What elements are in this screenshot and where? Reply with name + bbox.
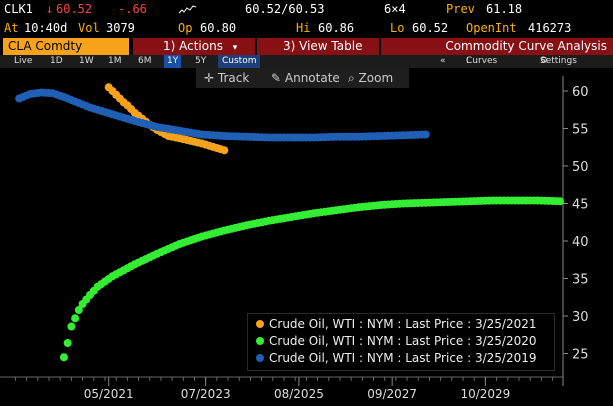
- bid-ask: 60.52/60.53: [245, 2, 325, 16]
- security-label: CLA Comdty: [8, 39, 83, 53]
- chart-legend: Crude Oil, WTI : NYM : Last Price : 3/25…: [247, 313, 555, 371]
- vol-value: 3079: [106, 21, 135, 35]
- x-tick-label: 09/2027: [367, 387, 417, 401]
- ticker: CLK1: [4, 2, 33, 16]
- chart-tools: ✛ Track ✎ Annotate ⌕ Zoom: [196, 68, 409, 88]
- period-6m[interactable]: 6M: [138, 56, 152, 66]
- legend-item: Crude Oil, WTI : NYM : Last Price : 3/25…: [256, 333, 537, 350]
- actions-menu[interactable]: 1) Actions ▾: [133, 38, 255, 55]
- quote-time: 10:40d: [24, 21, 68, 35]
- security-field[interactable]: CLA Comdty: [3, 38, 129, 55]
- zoom-button[interactable]: ⌕ Zoom: [348, 68, 393, 88]
- period-custom[interactable]: Custom: [218, 55, 261, 68]
- y-tick-label: 40: [572, 235, 589, 250]
- zoom-label: Zoom: [358, 71, 394, 85]
- menu-bar: CLA Comdty 1) Actions ▾ 3) View Table Co…: [0, 38, 613, 55]
- x-tick-label: 07/2023: [181, 387, 231, 401]
- high-label: Hi: [296, 21, 311, 35]
- view-table-label: 3) View Table: [283, 39, 363, 53]
- annotate-label: Annotate: [284, 71, 340, 85]
- y-tick-label: 35: [572, 273, 589, 288]
- actions-label: 1) Actions: [163, 39, 223, 53]
- last-price: 60.52: [56, 2, 93, 16]
- down-tick-icon: ↓: [46, 2, 54, 16]
- settings-label: Settings: [540, 56, 577, 66]
- x-tick-label: 05/2021: [84, 387, 134, 401]
- function-title-label: Commodity Curve Analysis: [445, 39, 607, 53]
- y-tick-label: 30: [572, 310, 589, 325]
- curves-label: Curves: [466, 56, 498, 66]
- legend-label: Crude Oil, WTI : NYM : Last Price : 3/25…: [269, 334, 537, 348]
- quote-line-2: At 10:40d Vol 3079 Op 60.80 Hi 60.86 Lo …: [0, 19, 613, 38]
- crosshair-icon: ✛: [204, 71, 218, 85]
- magnifier-icon: ⌕: [348, 71, 359, 85]
- data-point: [74, 306, 83, 314]
- low-label: Lo: [390, 21, 405, 35]
- period-toolbar: Live 1D 1W 1M 6M 1Y 5Y Custom « ⁞ Curves…: [0, 55, 613, 68]
- data-point: [220, 146, 229, 155]
- data-point: [556, 197, 564, 206]
- period-1y[interactable]: 1Y: [164, 55, 182, 68]
- vol-label: Vol: [78, 21, 100, 35]
- data-point: [71, 314, 80, 323]
- track-label: Track: [217, 71, 250, 85]
- view-table-button[interactable]: 3) View Table: [257, 38, 379, 55]
- low-value: 60.52: [412, 21, 449, 35]
- period-1w[interactable]: 1W: [79, 56, 94, 66]
- y-tick-label: 25: [572, 348, 589, 363]
- net-change: -.66: [118, 2, 147, 16]
- y-tick-label: 50: [572, 160, 589, 175]
- actions-dropdown-icon: ▾: [232, 43, 238, 53]
- open-label: Op: [178, 21, 193, 35]
- legend-item: Crude Oil, WTI : NYM : Last Price : 3/25…: [256, 316, 537, 333]
- curve-chart[interactable]: 25 30 35 40 45 50 55 60 05/2021 07/2023 08/2025 09/…: [0, 68, 613, 406]
- gear-icon: ⚙: [540, 56, 549, 66]
- x-tick-label: 08/2025: [274, 387, 324, 401]
- sparkline-icon: [178, 5, 197, 14]
- track-button[interactable]: ✛ Track: [204, 68, 249, 88]
- bid-ask-size: 6×4: [384, 2, 406, 16]
- prev-label: Prev: [446, 2, 475, 16]
- y-tick-label: 60: [572, 85, 589, 100]
- data-point: [63, 339, 72, 347]
- legend-swatch-icon: [256, 319, 264, 328]
- data-point: [59, 353, 68, 362]
- data-point: [421, 130, 430, 139]
- legend-label: Crude Oil, WTI : NYM : Last Price : 3/25…: [269, 317, 537, 331]
- curves-icon: ⁞: [466, 56, 469, 66]
- pencil-icon: ✎: [271, 71, 285, 85]
- x-tick-label: 10/2029: [460, 387, 510, 401]
- period-5y[interactable]: 5Y: [195, 56, 207, 66]
- collapse-icon[interactable]: «: [440, 56, 446, 66]
- prev-value: 61.18: [486, 2, 523, 16]
- y-tick-label: 45: [572, 198, 589, 213]
- legend-item: Crude Oil, WTI : NYM : Last Price : 3/25…: [256, 350, 537, 367]
- annotate-button[interactable]: ✎ Annotate: [271, 68, 340, 88]
- open-interest-label: OpenInt: [466, 21, 517, 35]
- period-1d[interactable]: 1D: [50, 56, 63, 66]
- chart-area[interactable]: 25 30 35 40 45 50 55 60 05/2021 07/2023 08/2025 09/…: [0, 68, 613, 406]
- legend-label: Crude Oil, WTI : NYM : Last Price : 3/25…: [269, 351, 537, 365]
- high-value: 60.86: [318, 21, 355, 35]
- legend-swatch-icon: [256, 353, 264, 362]
- data-point: [67, 322, 76, 331]
- period-1m[interactable]: 1M: [108, 56, 122, 66]
- y-tick-label: 55: [572, 123, 589, 138]
- function-title: Commodity Curve Analysis: [381, 38, 613, 55]
- legend-swatch-icon: [256, 336, 264, 345]
- quote-line-1: CLK1 ↓ 60.52 -.66 60.52/60.53 6×4 Prev 6…: [0, 0, 613, 19]
- open-value: 60.80: [200, 21, 237, 35]
- period-live[interactable]: Live: [14, 56, 33, 66]
- open-interest-value: 416273: [528, 21, 572, 35]
- at-label: At: [4, 21, 19, 35]
